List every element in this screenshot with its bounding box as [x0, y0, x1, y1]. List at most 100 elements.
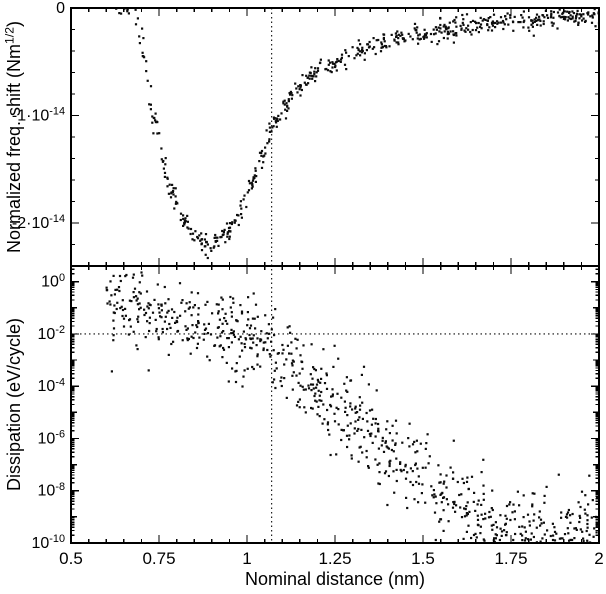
data-point — [317, 389, 320, 392]
data-point — [484, 512, 487, 515]
data-point — [482, 538, 485, 541]
data-point — [287, 99, 290, 103]
data-point — [161, 327, 164, 331]
data-point — [539, 24, 542, 27]
data-point — [343, 400, 346, 403]
data-point — [411, 470, 414, 473]
data-point — [120, 305, 123, 308]
data-point — [114, 288, 117, 291]
data-point — [439, 17, 442, 20]
data-point — [368, 40, 371, 44]
data-point — [357, 460, 360, 463]
data-point — [189, 352, 192, 355]
data-point — [124, 307, 127, 310]
data-point — [121, 314, 124, 318]
data-point — [283, 363, 286, 366]
data-point — [273, 369, 276, 372]
data-point — [219, 236, 222, 239]
data-point — [243, 346, 247, 349]
data-point — [227, 346, 230, 349]
data-point — [374, 458, 377, 461]
data-point — [174, 195, 177, 198]
data-point — [543, 533, 546, 536]
data-point — [307, 384, 310, 387]
data-point — [504, 523, 507, 526]
data-point — [434, 32, 437, 35]
data-point — [362, 365, 366, 368]
data-point — [509, 501, 512, 504]
data-point — [295, 87, 298, 90]
data-point — [132, 273, 135, 276]
data-point — [251, 317, 254, 320]
data-point — [157, 307, 160, 310]
data-point — [155, 120, 158, 123]
data-point — [444, 25, 447, 28]
data-point — [430, 40, 433, 43]
data-point — [568, 539, 571, 542]
data-point — [246, 311, 249, 314]
data-point — [316, 378, 319, 381]
data-point — [187, 307, 190, 310]
data-point — [304, 388, 307, 391]
data-point — [192, 306, 195, 309]
data-point — [302, 388, 305, 391]
data-point — [566, 511, 570, 514]
data-point — [530, 532, 533, 535]
data-point — [309, 71, 312, 74]
data-point — [487, 29, 490, 32]
data-point — [451, 477, 455, 480]
data-point — [582, 13, 585, 16]
data-point — [221, 233, 224, 237]
data-point — [480, 513, 483, 516]
data-point — [357, 427, 360, 431]
data-point — [178, 282, 182, 285]
data-point — [378, 471, 381, 474]
data-point — [468, 510, 471, 513]
data-point — [490, 524, 493, 527]
data-point — [290, 362, 294, 365]
data-point — [355, 54, 358, 57]
data-point — [512, 503, 515, 506]
data-point — [242, 375, 245, 378]
data-point — [134, 23, 138, 26]
data-point — [455, 504, 458, 507]
data-point — [491, 24, 494, 27]
data-point — [298, 88, 301, 91]
data-point — [323, 418, 326, 421]
data-point — [166, 311, 169, 314]
data-point — [535, 19, 538, 22]
data-point — [113, 304, 116, 307]
data-point — [273, 378, 276, 381]
data-point — [204, 303, 207, 306]
data-point — [191, 232, 195, 235]
data-point — [538, 510, 541, 513]
data-point — [208, 359, 211, 362]
data-point — [365, 449, 368, 453]
axis-ticks — [70, 7, 600, 544]
data-point — [260, 330, 263, 333]
data-point — [552, 10, 555, 14]
x-tick-label: 1.25 — [318, 549, 351, 568]
data-point — [354, 411, 357, 414]
data-point — [124, 314, 127, 317]
data-point — [193, 304, 196, 307]
data-point — [440, 501, 443, 504]
data-point — [126, 10, 129, 13]
data-point — [514, 532, 517, 536]
data-point — [522, 20, 525, 24]
data-point — [143, 56, 146, 59]
data-point — [464, 508, 467, 511]
data-point — [399, 34, 402, 37]
data-point — [452, 33, 455, 36]
data-point — [112, 339, 115, 342]
data-point — [337, 357, 340, 360]
data-point — [285, 396, 288, 399]
data-point — [359, 54, 362, 57]
data-point — [220, 296, 223, 299]
data-point — [549, 16, 553, 19]
data-point — [384, 45, 388, 48]
data-point — [239, 200, 242, 203]
data-point — [480, 27, 483, 30]
data-point — [268, 122, 271, 125]
data-point — [303, 81, 306, 84]
